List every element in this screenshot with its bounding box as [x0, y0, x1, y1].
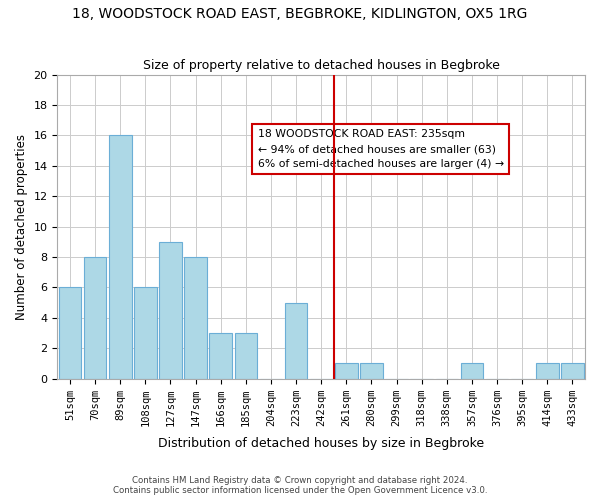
- Bar: [109, 136, 131, 378]
- Bar: [536, 364, 559, 378]
- Bar: [235, 333, 257, 378]
- Text: Contains HM Land Registry data © Crown copyright and database right 2024.
Contai: Contains HM Land Registry data © Crown c…: [113, 476, 487, 495]
- Y-axis label: Number of detached properties: Number of detached properties: [15, 134, 28, 320]
- Bar: [360, 364, 383, 378]
- Title: Size of property relative to detached houses in Begbroke: Size of property relative to detached ho…: [143, 59, 500, 72]
- Bar: [159, 242, 182, 378]
- X-axis label: Distribution of detached houses by size in Begbroke: Distribution of detached houses by size …: [158, 437, 484, 450]
- Bar: [184, 257, 207, 378]
- Text: 18 WOODSTOCK ROAD EAST: 235sqm
← 94% of detached houses are smaller (63)
6% of s: 18 WOODSTOCK ROAD EAST: 235sqm ← 94% of …: [258, 130, 504, 169]
- Text: 18, WOODSTOCK ROAD EAST, BEGBROKE, KIDLINGTON, OX5 1RG: 18, WOODSTOCK ROAD EAST, BEGBROKE, KIDLI…: [73, 8, 527, 22]
- Bar: [461, 364, 483, 378]
- Bar: [209, 333, 232, 378]
- Bar: [285, 302, 307, 378]
- Bar: [59, 288, 81, 378]
- Bar: [134, 288, 157, 378]
- Bar: [84, 257, 106, 378]
- Bar: [335, 364, 358, 378]
- Bar: [561, 364, 584, 378]
